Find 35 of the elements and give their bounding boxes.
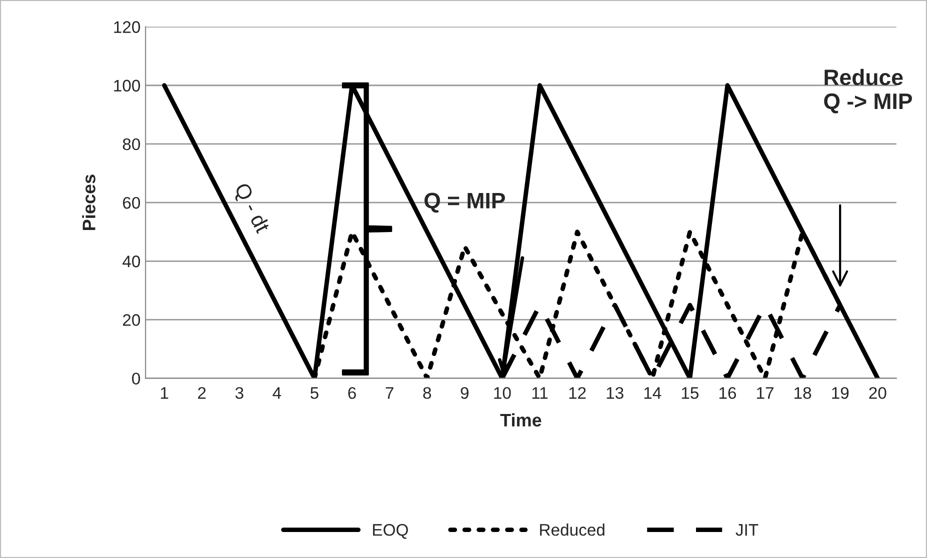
x-tick-label: 17 — [757, 387, 774, 399]
x-tick-label: 7 — [386, 387, 394, 399]
x-axis-title: Time — [500, 413, 542, 427]
annotation: Q - dt — [230, 182, 272, 236]
y-tick-label: 20 — [122, 314, 140, 326]
x-tick-label: 19 — [832, 387, 849, 399]
x-tick-label: 11 — [532, 387, 548, 399]
x-tick-label: 9 — [460, 387, 469, 399]
x-tick-label: 6 — [348, 387, 356, 399]
x-tick-label: 12 — [569, 387, 586, 399]
annotation: Q = MIP — [424, 192, 505, 213]
y-tick-label: 100 — [114, 80, 140, 92]
legend-label: EOQ — [373, 524, 408, 539]
y-tick-label: 80 — [122, 138, 140, 150]
x-tick-label: 18 — [794, 387, 812, 399]
annotation: Reduce Q -> MIP — [824, 68, 912, 114]
x-tick-label: 2 — [198, 387, 206, 399]
x-tick-label: 15 — [682, 387, 698, 399]
x-tick-label: 5 — [310, 387, 318, 399]
y-axis-title: Pieces — [82, 174, 96, 230]
x-tick-label: 16 — [719, 387, 736, 399]
y-tick-label: 0 — [132, 372, 140, 385]
x-tick-label: 4 — [272, 387, 282, 399]
legend-label: JIT — [736, 524, 758, 536]
y-tick-label: 60 — [122, 196, 140, 209]
x-tick-label: 14 — [644, 387, 662, 399]
x-tick-label: 13 — [606, 387, 624, 399]
y-tick-label: 120 — [114, 21, 140, 33]
x-tick-label: 8 — [423, 387, 432, 399]
x-tick-label: 1 — [160, 387, 168, 399]
x-tick-label: 20 — [869, 387, 886, 399]
x-tick-label: 3 — [235, 387, 244, 399]
y-tick-label: 40 — [122, 256, 140, 268]
x-tick-label: 10 — [494, 387, 511, 399]
legend-label: Reduced — [540, 524, 604, 536]
